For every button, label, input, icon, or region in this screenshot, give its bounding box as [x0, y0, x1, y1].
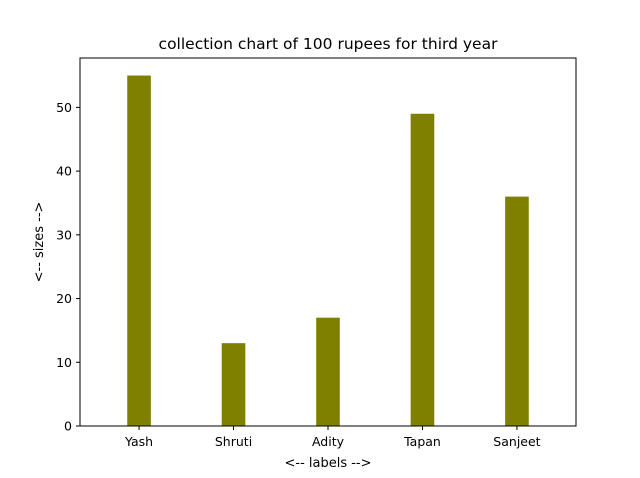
plot-frame — [79, 57, 577, 427]
y-tick-label-10: 10 — [56, 355, 72, 370]
bar-yash — [127, 75, 151, 427]
bar-shruti — [221, 343, 246, 426]
x-tick-label-sanjeet: Sanjeet — [493, 434, 540, 449]
y-tick-label-30: 30 — [56, 227, 72, 242]
y-tick-label-0: 0 — [64, 419, 72, 434]
bar-sanjeet — [505, 196, 529, 426]
x-axis-label: <-- labels --> — [284, 456, 371, 471]
y-axis-label: <-- sizes --> — [32, 202, 47, 283]
y-tick-label-40: 40 — [56, 164, 72, 179]
x-axis-ticks: Yash Shruti Adity Tapan Sanjeet — [124, 426, 541, 449]
y-axis-ticks: 0 10 20 30 40 50 — [56, 100, 80, 434]
x-tick-label-yash: Yash — [124, 434, 153, 449]
x-tick-label-adity: Adity — [312, 434, 345, 449]
bar-adity — [316, 317, 340, 426]
y-tick-label-50: 50 — [56, 100, 72, 115]
bars-group — [127, 75, 529, 427]
bar-tapan — [410, 113, 435, 427]
chart-title: collection chart of 100 rupees for third… — [159, 35, 499, 53]
x-tick-label-shruti: Shruti — [215, 434, 252, 449]
x-tick-label-tapan: Tapan — [403, 434, 441, 449]
y-tick-label-20: 20 — [56, 291, 72, 306]
